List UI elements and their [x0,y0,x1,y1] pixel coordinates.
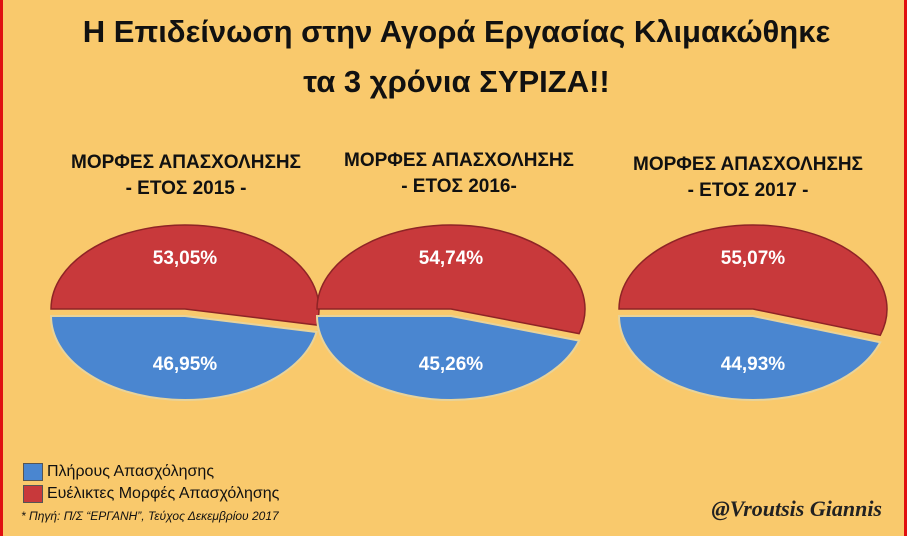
pie-slice-flexible [618,224,888,337]
pie-slice-full-time [315,315,581,401]
data-label-flexible: 53,05% [153,248,218,269]
pie-charts: 53,05% 46,95% 54,74% 45,26% 55,07% 44,93% [49,224,888,401]
pie-title-line2: - ΕΤΟΣ 2017 - [687,180,809,201]
legend-item-full-time: Πλήρους Απασχόλησης [23,463,214,481]
data-label-flexible: 54,74% [419,248,484,269]
legend-label: Ευέλικτες Μορφές Απασχόλησης [47,485,280,502]
pie-slice-flexible [50,224,320,326]
legend-swatch-red [23,485,43,503]
signature: @Vroutsis Giannis [711,496,882,521]
data-label-full-time: 44,93% [721,354,786,375]
pie-slice-flexible [316,224,586,335]
pie-title-2017: ΜΟΡΦΕΣ ΑΠΑΣΧΟΛΗΣΗΣ - ΕΤΟΣ 2017 - [598,152,898,204]
pie-slice-full-time [617,315,882,401]
source-note: * Πηγή: Π/Σ “ΕΡΓΑΝΗ”, Τεύχος Δεκεμβρίου … [21,509,279,523]
pie-title-line1: ΜΟΡΦΕΣ ΑΠΑΣΧΟΛΗΣΗΣ [71,152,301,173]
data-label-flexible: 55,07% [721,248,786,269]
pie-title-2015: ΜΟΡΦΕΣ ΑΠΑΣΧΟΛΗΣΗΣ - ΕΤΟΣ 2015 - [36,150,336,202]
legend-swatch-blue [23,463,43,481]
pie-title-line1: ΜΟΡΦΕΣ ΑΠΑΣΧΟΛΗΣΗΣ [344,150,574,171]
legend-item-flexible: Ευέλικτες Μορφές Απασχόλησης [23,485,279,503]
pie-slice-full-time [49,315,318,401]
legend-label: Πλήρους Απασχόλησης [47,463,215,480]
data-label-full-time: 46,95% [153,354,218,375]
pie-title-2016: ΜΟΡΦΕΣ ΑΠΑΣΧΟΛΗΣΗΣ - ΕΤΟΣ 2016- [309,148,609,200]
data-label-full-time: 45,26% [419,354,484,375]
pie-title-line1: ΜΟΡΦΕΣ ΑΠΑΣΧΟΛΗΣΗΣ [633,154,863,175]
main-title-line2: τα 3 χρόνια ΣΥΡΙΖΑ!! [303,64,610,99]
pie-title-line2: - ΕΤΟΣ 2015 - [125,178,247,199]
main-title-line1: Η Επιδείνωση στην Αγορά Εργασίας Κλιμακώ… [82,14,831,49]
pie-title-line2: - ΕΤΟΣ 2016- [401,176,517,197]
